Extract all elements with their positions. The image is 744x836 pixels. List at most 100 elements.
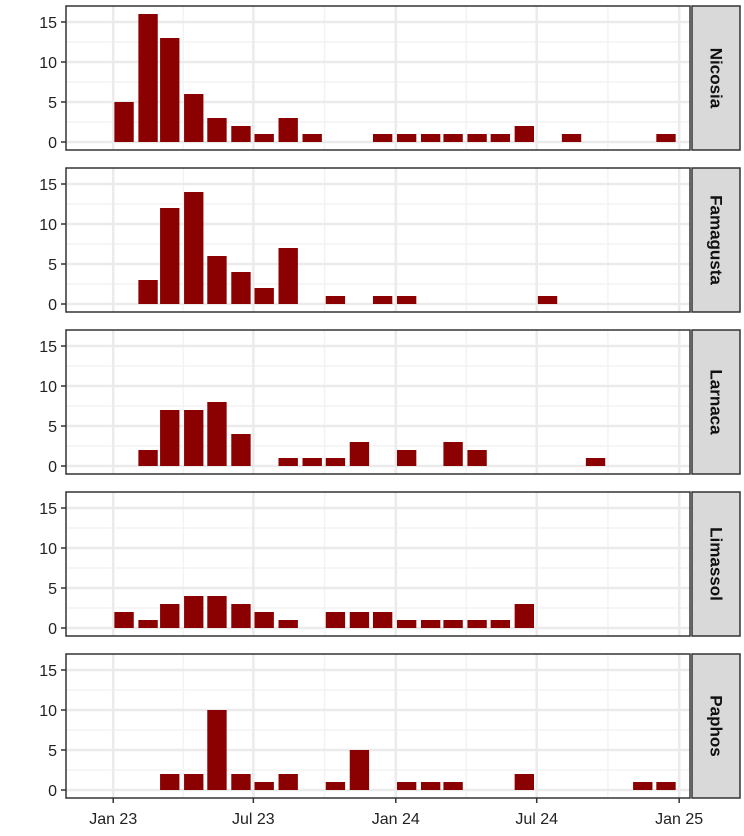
bar: [138, 450, 158, 466]
bar: [207, 710, 227, 790]
y-tick-label: 15: [39, 663, 57, 680]
bar: [160, 410, 180, 466]
panel-background: [66, 168, 690, 312]
facet-strip: [691, 167, 741, 313]
bar: [160, 208, 180, 304]
bar: [585, 458, 606, 466]
bar: [207, 402, 227, 466]
bar: [231, 434, 251, 466]
bar: [207, 596, 227, 628]
bar: [325, 296, 346, 304]
bar: [325, 782, 346, 790]
panel-nicosia: 0 5 10 15 Nicosia: [39, 5, 741, 152]
bar: [278, 620, 298, 628]
y-tick-label: 5: [48, 581, 57, 598]
bar: [254, 782, 274, 790]
bar: [184, 94, 204, 142]
y-tick-label: 10: [39, 55, 57, 72]
bar: [207, 256, 227, 304]
bar: [467, 134, 487, 142]
bar: [467, 620, 487, 628]
y-tick-label: 0: [48, 297, 57, 314]
bar: [184, 192, 204, 304]
bar: [325, 458, 346, 466]
bar: [372, 296, 393, 304]
bar: [420, 782, 441, 790]
x-tick-label: Jul 24: [515, 811, 558, 828]
bar: [114, 612, 134, 628]
facet-label: Paphos: [707, 695, 726, 756]
bar: [656, 782, 676, 790]
panel-border: [65, 329, 691, 475]
facet-label: Limassol: [707, 527, 726, 601]
bar: [514, 126, 534, 142]
bar: [160, 604, 180, 628]
panel-background: [66, 654, 690, 798]
y-tick-label: 10: [39, 703, 57, 720]
bar: [207, 118, 227, 142]
y-tick-label: 0: [48, 135, 57, 152]
y-tick-label: 0: [48, 783, 57, 800]
y-tick-label: 5: [48, 95, 57, 112]
panel-border: [65, 167, 691, 313]
bar: [396, 296, 417, 304]
bar: [656, 134, 676, 142]
bar: [114, 102, 134, 142]
bar: [514, 604, 534, 628]
x-tick-label: Jan 23: [89, 811, 137, 828]
facet-strip: [691, 491, 741, 637]
bar: [184, 410, 204, 466]
bar: [160, 38, 180, 142]
y-tick-label: 10: [39, 217, 57, 234]
bar: [325, 612, 346, 628]
bar: [278, 118, 298, 142]
bar: [138, 14, 158, 142]
y-tick-label: 15: [39, 501, 57, 518]
x-tick-label: Jul 23: [232, 811, 275, 828]
y-tick-label: 5: [48, 419, 57, 436]
bar: [138, 620, 158, 628]
bar: [278, 774, 298, 790]
bar: [420, 134, 441, 142]
bar: [349, 750, 370, 790]
bar: [302, 134, 322, 142]
bar: [160, 774, 180, 790]
facet-label: Nicosia: [707, 48, 726, 109]
bar: [490, 620, 510, 628]
y-tick-label: 15: [39, 15, 57, 32]
x-tick-label: Jan 24: [372, 811, 420, 828]
bar: [278, 458, 298, 466]
bar: [396, 134, 417, 142]
bar: [514, 774, 534, 790]
bar: [420, 620, 441, 628]
bar: [138, 280, 158, 304]
bar: [443, 782, 463, 790]
panel-famagusta: 0 5 10 15 Famagusta: [39, 167, 741, 314]
y-tick-label: 10: [39, 541, 57, 558]
bar: [443, 442, 463, 466]
bar: [231, 774, 251, 790]
bar: [231, 604, 251, 628]
bar: [443, 620, 463, 628]
panel-paphos: 0 5 10 15 Paphos Jan 23 Jul 23 Jan 24 Jul 24 Jan …: [39, 653, 741, 828]
bar: [254, 288, 274, 304]
panel-limassol: 0 5 10 15 Limassol: [39, 491, 741, 638]
bar: [254, 134, 274, 142]
bar: [396, 620, 417, 628]
bar: [467, 450, 487, 466]
bar: [372, 612, 393, 628]
bar: [254, 612, 274, 628]
bar: [349, 612, 370, 628]
y-tick-label: 0: [48, 459, 57, 476]
bar: [396, 450, 417, 466]
panel-border: [65, 653, 691, 799]
bar: [184, 774, 204, 790]
y-tick-label: 15: [39, 177, 57, 194]
bar: [443, 134, 463, 142]
y-tick-label: 15: [39, 339, 57, 356]
facet-strip: [691, 329, 741, 475]
facet-label: Famagusta: [707, 195, 726, 285]
y-tick-label: 5: [48, 743, 57, 760]
bar: [231, 126, 251, 142]
